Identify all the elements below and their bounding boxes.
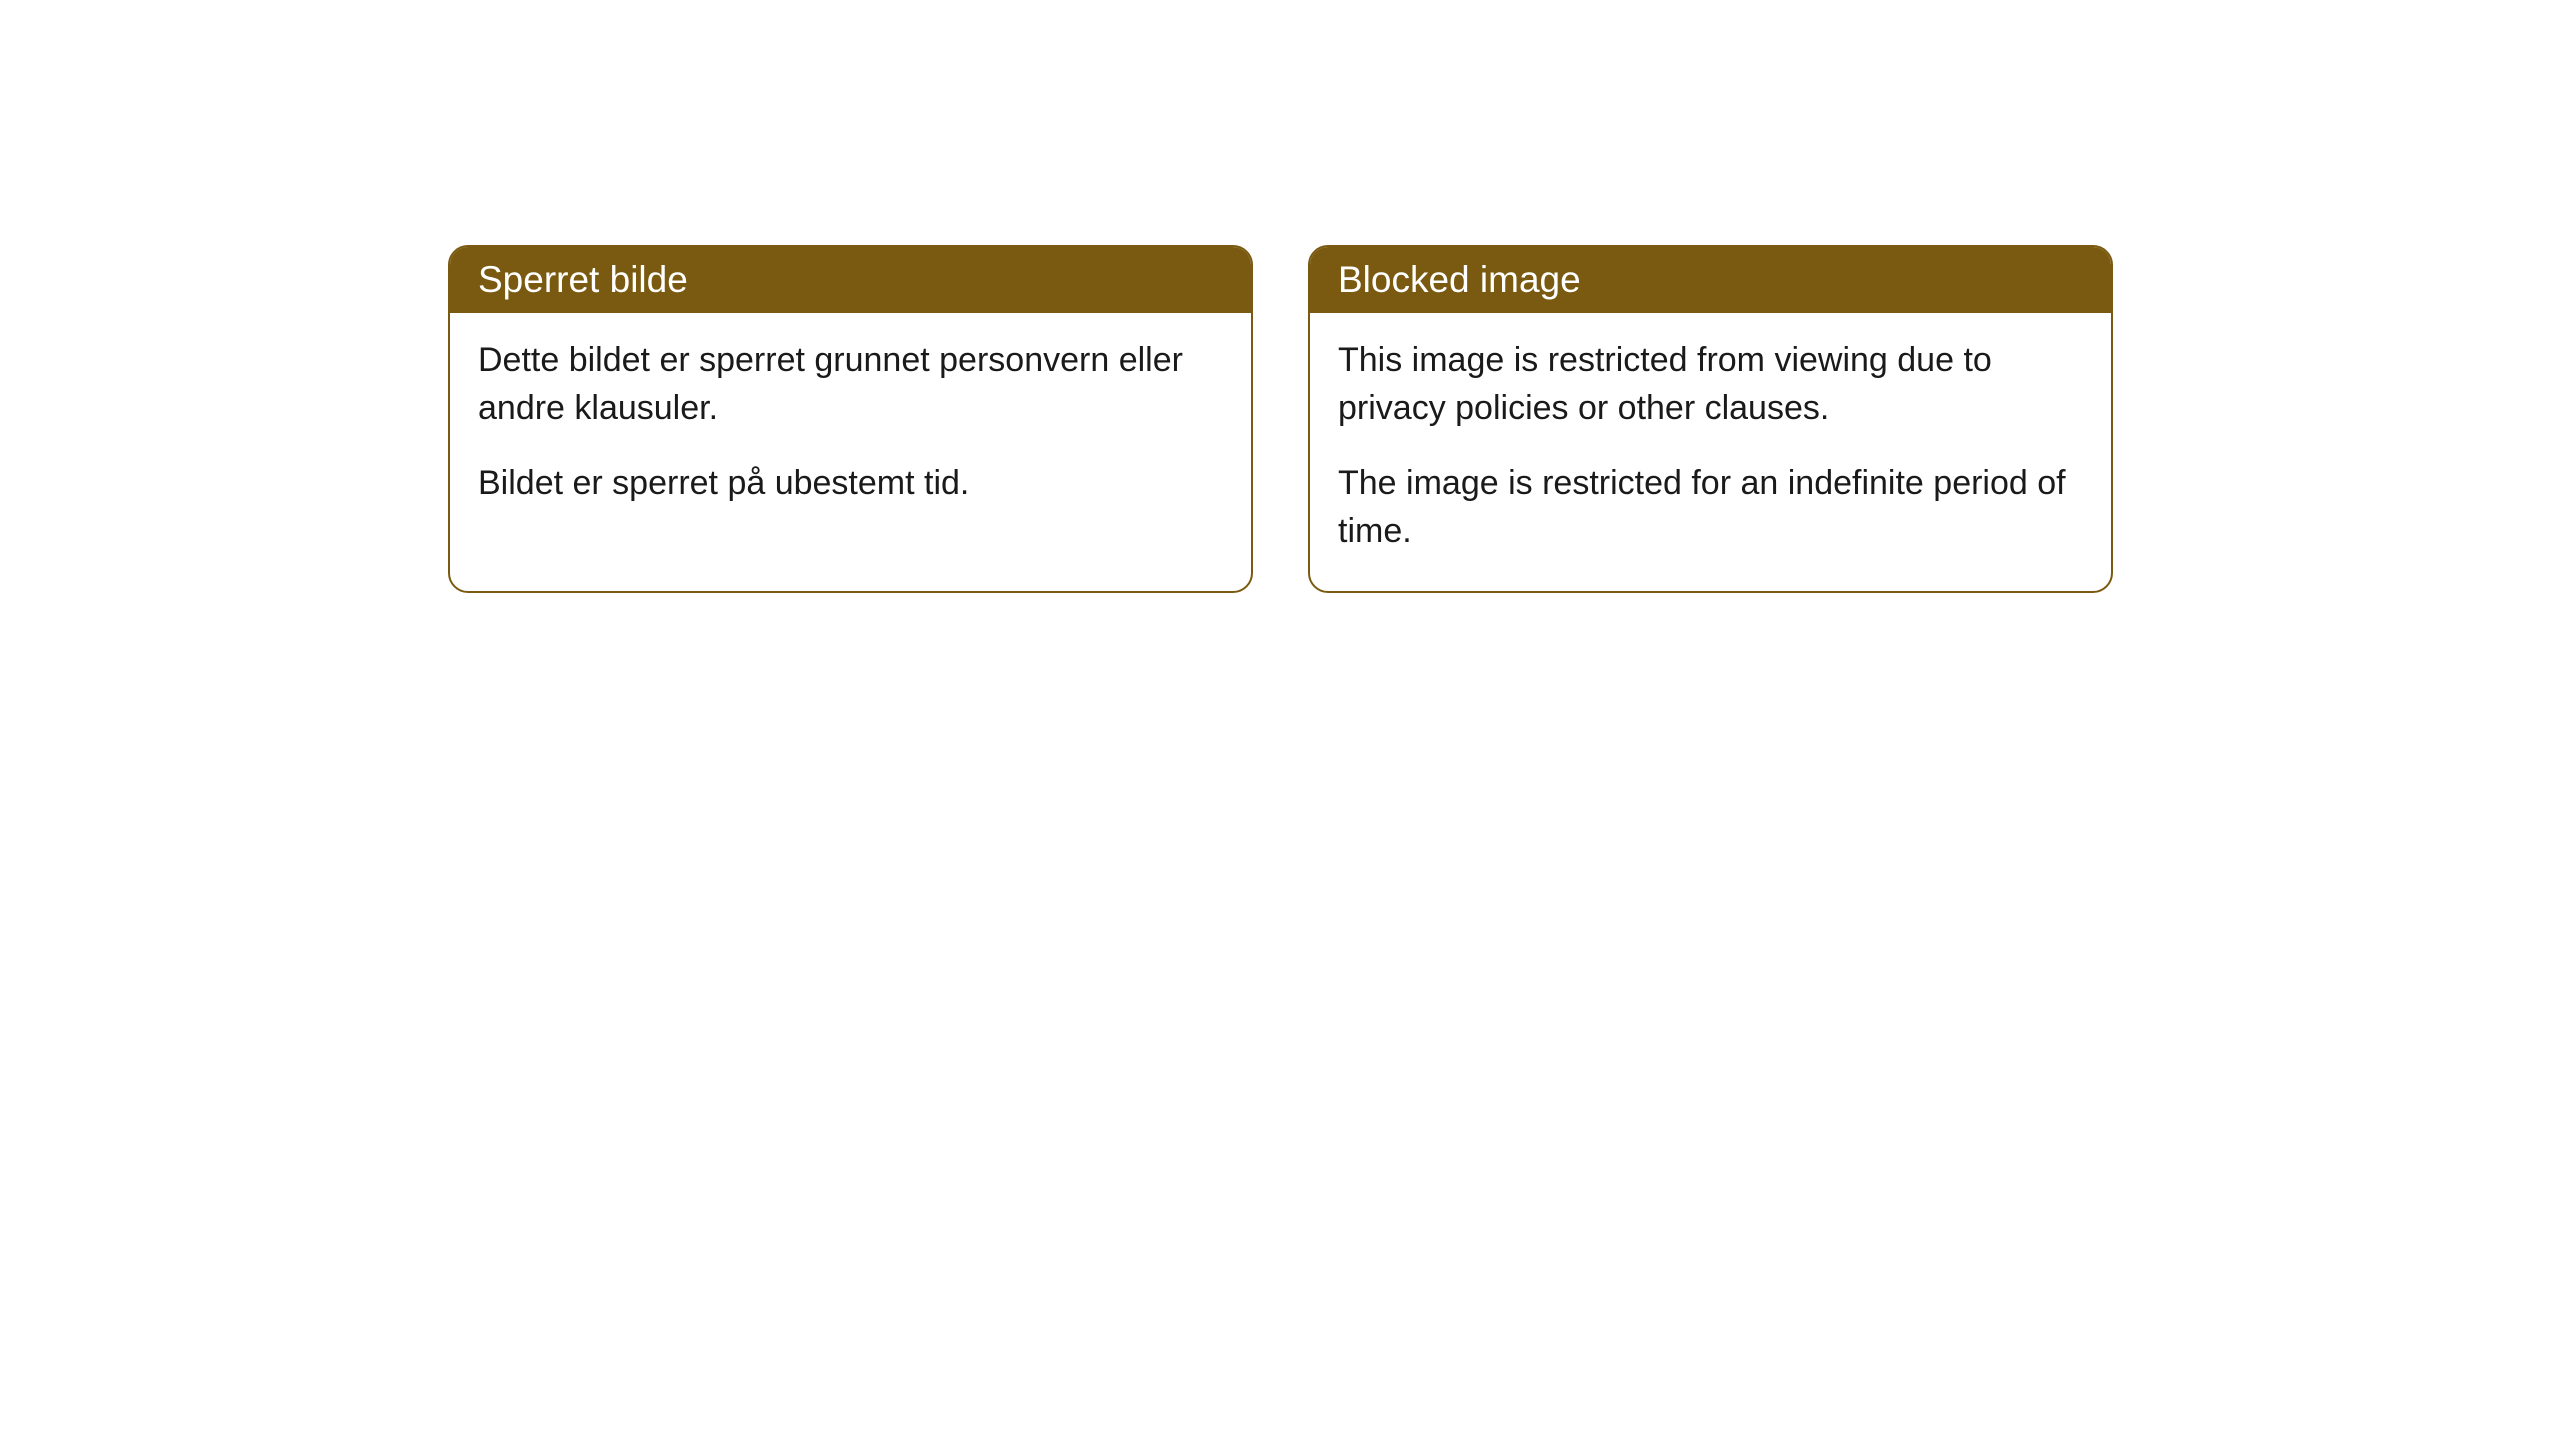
card-title: Sperret bilde bbox=[478, 259, 688, 300]
card-body: This image is restricted from viewing du… bbox=[1310, 313, 2111, 591]
card-paragraph-2: Bildet er sperret på ubestemt tid. bbox=[478, 460, 1223, 508]
card-paragraph-1: Dette bildet er sperret grunnet personve… bbox=[478, 337, 1223, 432]
card-header: Blocked image bbox=[1310, 247, 2111, 313]
card-paragraph-1: This image is restricted from viewing du… bbox=[1338, 337, 2083, 432]
card-header: Sperret bilde bbox=[450, 247, 1251, 313]
card-body: Dette bildet er sperret grunnet personve… bbox=[450, 313, 1251, 544]
notice-card-norwegian: Sperret bilde Dette bildet er sperret gr… bbox=[448, 245, 1253, 593]
notice-card-english: Blocked image This image is restricted f… bbox=[1308, 245, 2113, 593]
card-paragraph-2: The image is restricted for an indefinit… bbox=[1338, 460, 2083, 555]
notice-container: Sperret bilde Dette bildet er sperret gr… bbox=[448, 245, 2113, 593]
card-title: Blocked image bbox=[1338, 259, 1581, 300]
